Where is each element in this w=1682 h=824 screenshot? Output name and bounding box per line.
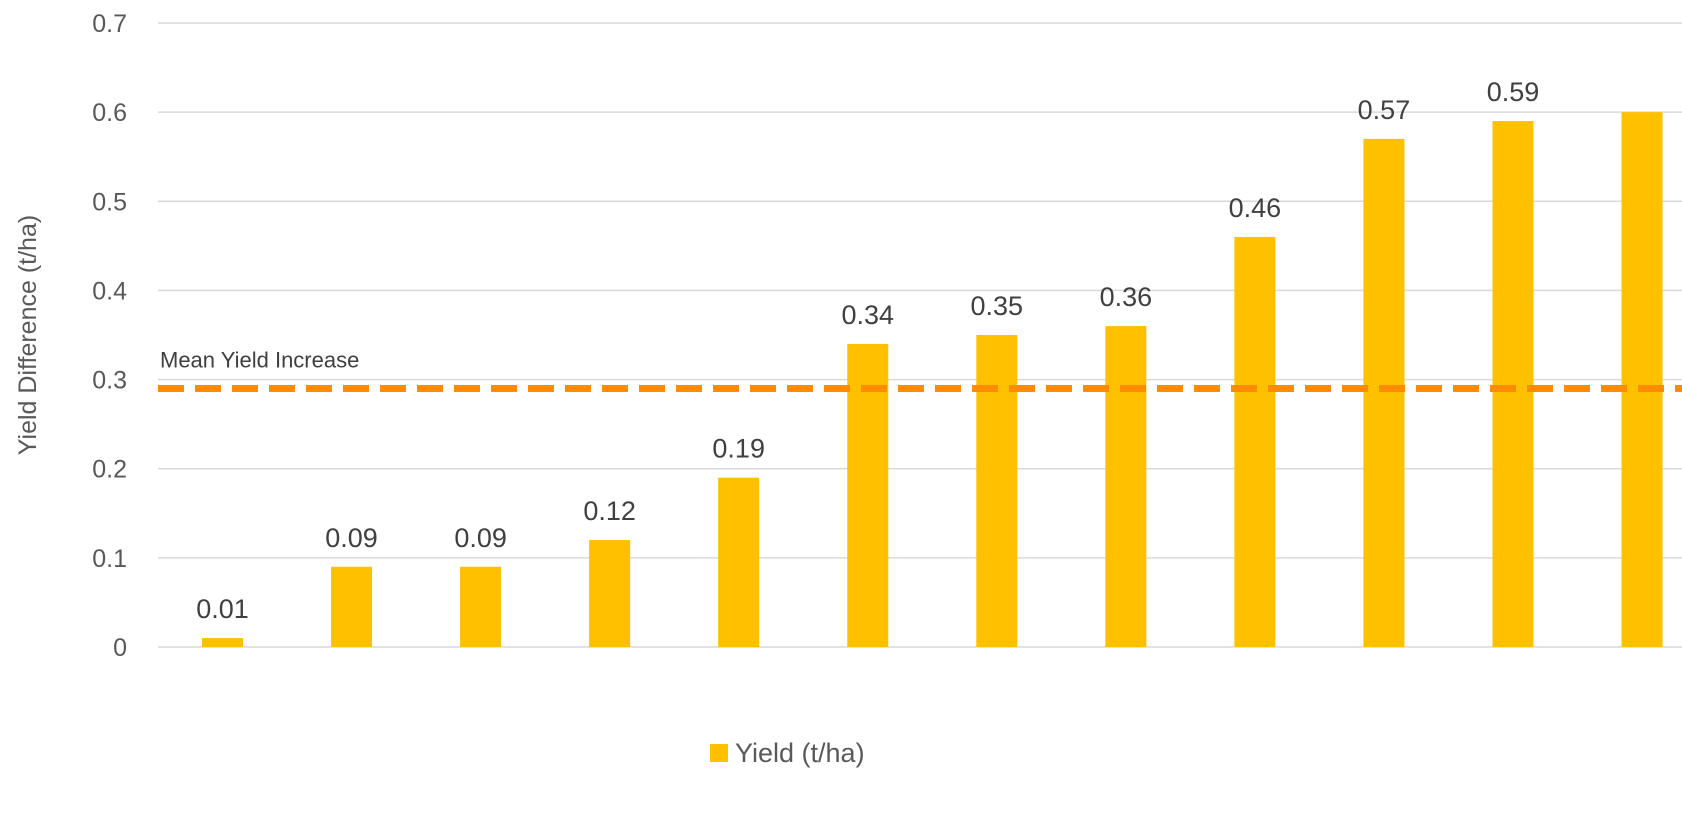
y-tick-label: 0.6 xyxy=(92,99,127,127)
bar xyxy=(460,566,502,647)
y-tick-label: 0.1 xyxy=(92,545,127,573)
data-label: 0.19 xyxy=(712,434,765,464)
reference-line-label: Mean Yield Increase xyxy=(160,347,359,372)
y-tick-label: 0.2 xyxy=(92,456,127,484)
bar xyxy=(1234,236,1276,647)
legend-swatch xyxy=(710,744,728,762)
data-label: 0.36 xyxy=(1100,282,1153,312)
data-label: 0.01 xyxy=(196,594,249,624)
bar xyxy=(1492,121,1534,648)
y-tick-label: 0.5 xyxy=(92,188,127,216)
bar xyxy=(976,335,1018,647)
bar xyxy=(1105,326,1147,647)
data-label: 0.57 xyxy=(1358,95,1411,125)
legend-label: Yield (t/ha) xyxy=(735,738,865,768)
reference-line-group: Mean Yield Increase xyxy=(158,347,1682,392)
bar xyxy=(202,638,243,647)
y-tick-label: 0.4 xyxy=(92,277,127,305)
data-label: 0.09 xyxy=(454,523,507,553)
data-label: 0.34 xyxy=(841,300,894,330)
bar xyxy=(589,540,631,647)
bar xyxy=(847,343,889,647)
bar xyxy=(718,477,760,647)
data-label: 0.12 xyxy=(583,496,636,526)
y-axis-title: Yield Difference (t/ha) xyxy=(14,215,42,455)
data-label: 0.59 xyxy=(1487,77,1540,107)
data-label: 0.09 xyxy=(325,523,378,553)
legend: Yield (t/ha) xyxy=(710,738,865,768)
bar xyxy=(1621,112,1663,647)
bar xyxy=(331,566,373,647)
data-label: 0.46 xyxy=(1229,193,1282,223)
data-labels: 0.01 0.09 0.09 0.12 0.19 0.34 0.35 0.36 0.46 0.57… xyxy=(196,77,1539,624)
y-tick-label: 0.7 xyxy=(92,10,127,38)
bar xyxy=(1363,138,1405,647)
y-tick-label: 0 xyxy=(113,634,127,662)
gridlines xyxy=(158,22,1682,648)
y-tick-label: 0.3 xyxy=(92,367,127,395)
data-label: 0.35 xyxy=(971,291,1024,321)
y-axis-ticks: 0 0.1 0.2 0.3 0.4 0.5 0.6 0.7 xyxy=(92,10,127,662)
